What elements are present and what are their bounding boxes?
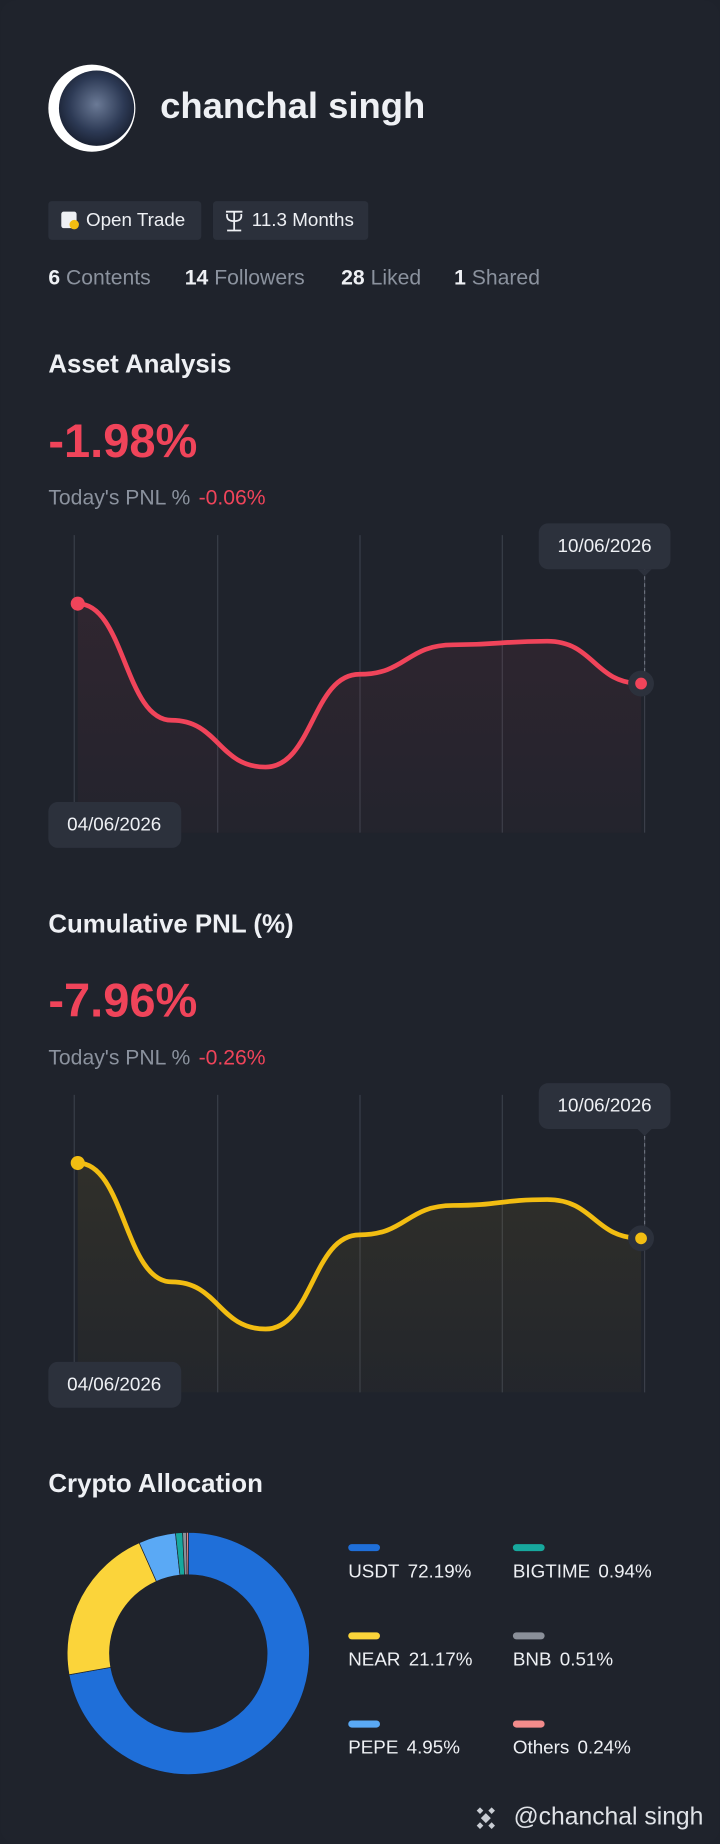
headline-value: -7.96%	[48, 974, 197, 1027]
tooltip-date: 10/06/2026	[558, 535, 652, 556]
legend-entry: PEPE 4.95%	[348, 1737, 460, 1758]
legend-swatch	[512, 1544, 545, 1552]
tooltip-pointer	[637, 569, 652, 577]
stat-label: Liked	[371, 266, 422, 289]
legend-value: 72.19%	[408, 1560, 472, 1581]
legend-value: 21.17%	[409, 1649, 473, 1670]
stat-label: Shared	[472, 266, 540, 289]
legend-name: PEPE	[348, 1737, 398, 1758]
badge-label: 11.3 Months	[252, 209, 354, 230]
stat-count: 6	[48, 266, 60, 289]
stat: 14 Followers	[185, 266, 305, 289]
tooltip	[538, 1083, 671, 1129]
stat: 28 Liked	[341, 266, 421, 289]
stat-count: 14	[185, 266, 209, 289]
profile-name: chanchal singh	[160, 85, 425, 126]
legend-name: BIGTIME	[513, 1560, 590, 1581]
legend-name: BNB	[513, 1649, 552, 1670]
tooltip-pointer	[637, 1128, 652, 1137]
today-value: -0.06%	[199, 486, 266, 509]
section-title: Cumulative PNL (%)	[48, 910, 293, 938]
today-label: Today's PNL %	[48, 486, 190, 509]
start-point	[70, 1155, 85, 1171]
stat-count: 1	[454, 266, 466, 289]
donut-slice	[186, 1532, 189, 1576]
donut-slice	[68, 1532, 310, 1775]
badge	[48, 201, 202, 240]
legend-swatch	[348, 1544, 380, 1552]
legend-entry: BIGTIME 0.94%	[513, 1560, 652, 1581]
legend-swatch	[512, 1632, 545, 1640]
end-point	[635, 677, 647, 690]
legend-entry: NEAR 21.17%	[348, 1649, 473, 1670]
legend-value: 0.51%	[560, 1649, 614, 1670]
tooltip-date: 04/06/2026	[67, 1373, 161, 1394]
section-title: Crypto Allocation	[48, 1470, 263, 1498]
legend-value: 0.94%	[598, 1560, 652, 1581]
badge-label: Open Trade	[86, 209, 185, 230]
stat: 1 Shared	[454, 266, 540, 289]
stat: 6 Contents	[48, 266, 150, 289]
legend-swatch	[348, 1720, 380, 1728]
line	[75, 601, 644, 770]
end-point	[635, 1232, 647, 1245]
stat-label: Contents	[66, 266, 151, 289]
section-title: Asset Analysis	[48, 351, 231, 379]
tooltip	[48, 802, 182, 848]
legend-name: USDT	[348, 1560, 400, 1581]
legend-swatch	[512, 1720, 545, 1728]
today-pnl: Today's PNL % -0.26%	[48, 1046, 265, 1069]
headline-value: -1.98%	[48, 414, 197, 467]
badge-icon	[225, 210, 243, 232]
legend-swatch	[348, 1632, 380, 1640]
start-point	[70, 596, 85, 611]
tooltip	[538, 523, 671, 570]
legend-value: 4.95%	[407, 1737, 461, 1758]
tooltip	[48, 1361, 182, 1408]
area	[77, 1163, 642, 1393]
badge-icon-dot	[69, 219, 79, 230]
legend-entry: USDT 72.19%	[348, 1560, 471, 1581]
tooltip-date: 10/06/2026	[558, 1095, 652, 1116]
today-value: -0.26%	[199, 1046, 266, 1069]
legend-entry: BNB 0.51%	[513, 1649, 613, 1670]
stats: 6 Contents 14 Followers 28 Liked 1 Share…	[48, 266, 540, 289]
stat-count: 28	[341, 266, 365, 289]
footer-handle: @chanchal singh	[514, 1804, 704, 1831]
legend-name: NEAR	[348, 1649, 400, 1670]
today-pnl: Today's PNL % -0.06%	[48, 486, 265, 509]
line	[75, 1160, 644, 1332]
stat-label: Followers	[214, 266, 305, 289]
legend-name: Others	[513, 1737, 569, 1758]
legend-entry: Others 0.24%	[513, 1737, 631, 1758]
area	[77, 603, 642, 833]
avatar	[58, 70, 135, 146]
tooltip-date: 04/06/2026	[67, 814, 161, 835]
legend-value: 0.24%	[578, 1737, 632, 1758]
today-label: Today's PNL %	[48, 1046, 190, 1069]
badge	[212, 201, 369, 240]
